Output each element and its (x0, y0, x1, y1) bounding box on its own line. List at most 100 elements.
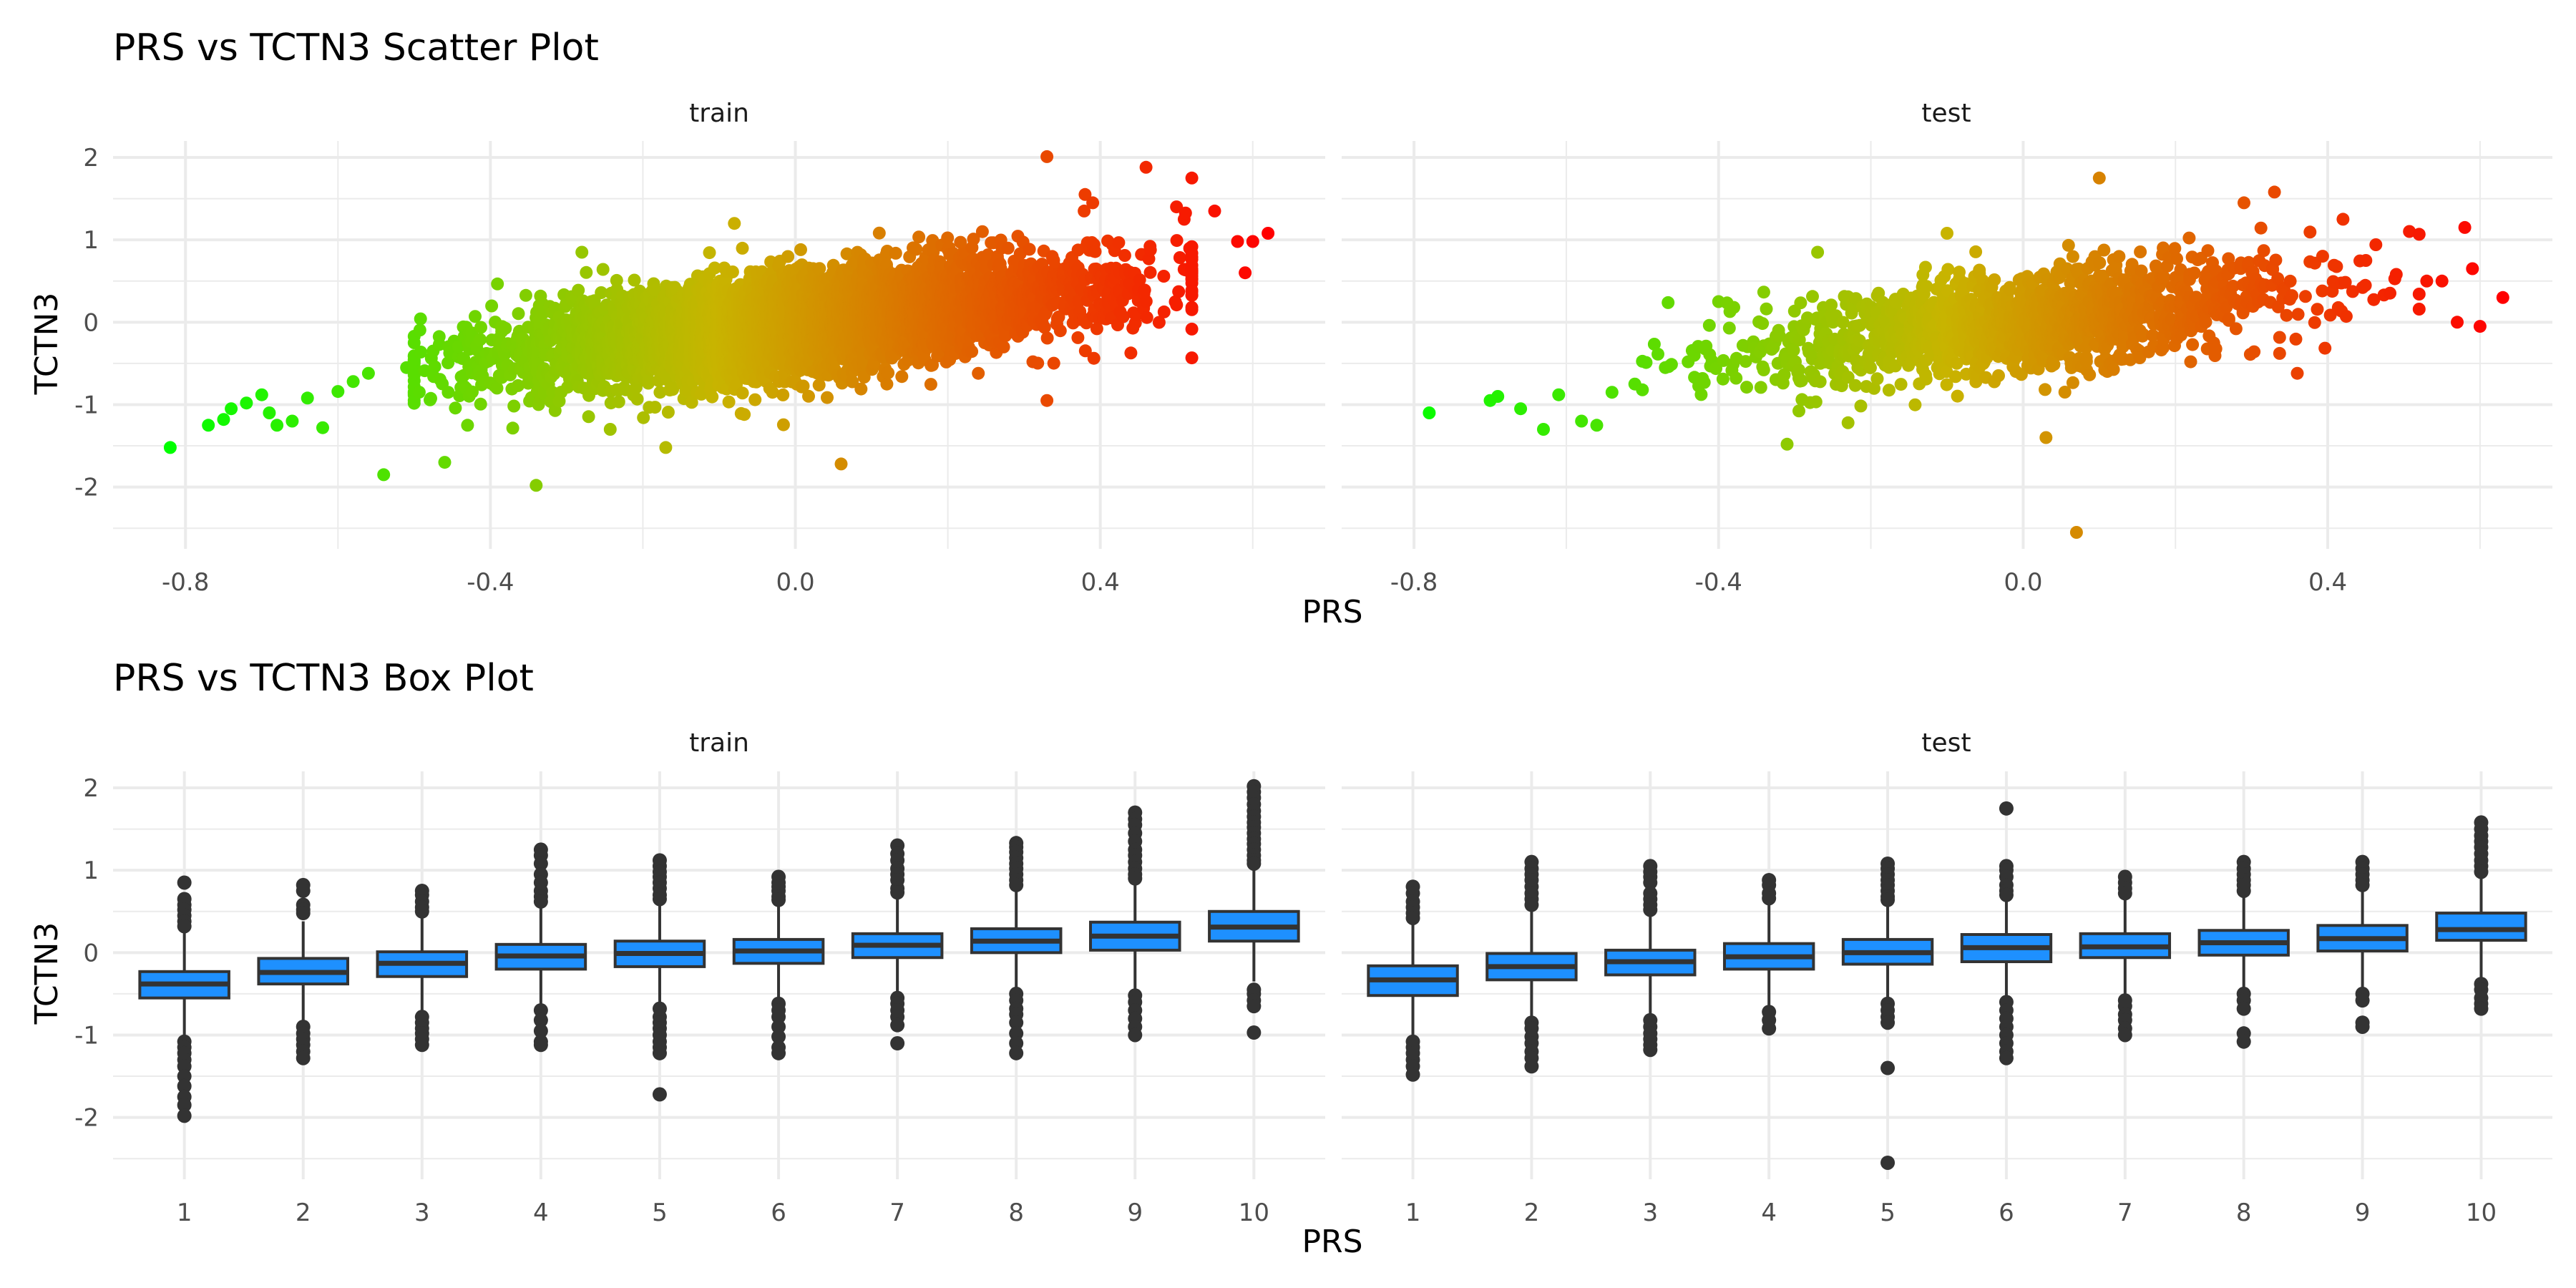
scatter-point (821, 391, 834, 404)
scatter-point (1047, 356, 1060, 370)
scatter-point (474, 321, 487, 334)
scatter-point (438, 456, 452, 469)
scatter-point (1040, 331, 1054, 345)
scatter-point (506, 421, 519, 435)
scatter-point (346, 375, 360, 389)
scatter-point (1038, 321, 1051, 334)
scatter-point (499, 321, 512, 335)
scatter-point (889, 246, 902, 260)
scatter-point (301, 391, 314, 405)
scatter-point (802, 389, 815, 403)
scatter-point (225, 402, 238, 416)
scatter-point (854, 382, 868, 396)
scatter-title: PRS vs TCTN3 Scatter Plot (113, 26, 599, 69)
scatter-point (575, 245, 589, 259)
scatter-point (628, 273, 641, 287)
scatter-point (612, 395, 625, 409)
scatter-point (997, 340, 1010, 353)
scatter-point (972, 366, 985, 380)
scatter-point (490, 381, 504, 395)
scatter-point (485, 299, 499, 313)
scatter-point (414, 346, 427, 358)
scatter-point (706, 390, 719, 404)
scatter-point (413, 323, 426, 337)
scatter-point (1053, 324, 1067, 338)
scatter-point (1088, 245, 1102, 258)
scatter-point (441, 356, 455, 370)
scatter-point (661, 406, 675, 419)
scatter-point (726, 265, 739, 278)
scatter-point (603, 423, 617, 436)
scatter-point (703, 246, 716, 260)
scatter-point (975, 225, 989, 238)
scatter-point (1124, 346, 1138, 360)
scatter-point (722, 395, 736, 409)
scatter-point (202, 419, 215, 432)
scatter-point (412, 386, 426, 399)
scatter-point (474, 397, 487, 411)
scatter-point (794, 243, 807, 256)
scatter-point (428, 360, 441, 374)
scatter-point (924, 378, 937, 391)
scatter-point (414, 312, 427, 326)
scatter-point (1112, 236, 1126, 250)
scatter-point (316, 421, 329, 434)
scatter-point (872, 226, 886, 240)
scatter-point (407, 366, 421, 379)
scatter-point (255, 388, 268, 401)
scatter-point (659, 441, 673, 454)
scatter-point (1040, 394, 1054, 407)
scatter-point (1001, 241, 1015, 255)
scatter-point (466, 385, 479, 399)
scatter-point (407, 336, 421, 349)
scatter-point (519, 288, 532, 302)
scatter-point (1087, 351, 1101, 365)
scatter-point (286, 414, 299, 428)
scatter-point (1071, 331, 1085, 344)
scatter-point (507, 399, 521, 413)
scatter-point (880, 377, 894, 391)
scatter-point (1023, 243, 1036, 256)
scatter-point (895, 370, 909, 384)
scatter-point (361, 366, 375, 380)
scatter-point (441, 386, 455, 399)
scatter-point (610, 273, 623, 287)
scatter-point (965, 345, 979, 358)
scatter-point (461, 419, 474, 432)
scatter-point (738, 408, 751, 421)
scatter-point (649, 283, 663, 297)
scatter-point (263, 406, 276, 419)
scatter-point (912, 230, 926, 244)
scatter-point (637, 411, 650, 424)
scatter-point (572, 283, 585, 297)
scatter-point (642, 374, 655, 387)
scatter-point (748, 393, 762, 406)
scatter-point (1031, 356, 1045, 370)
scatter-point (449, 401, 462, 415)
scatter-point (377, 468, 391, 482)
scatter-point (834, 457, 848, 471)
scatter-point (582, 410, 595, 424)
scatter-point (736, 241, 749, 255)
scatter-point (595, 286, 608, 299)
scatter-point (882, 366, 895, 380)
scatter-point (163, 441, 177, 454)
scatter-point (728, 217, 741, 230)
scatter-point (512, 307, 525, 321)
scatter-point (1118, 249, 1131, 262)
scatter-point (596, 263, 610, 276)
scatter-point (813, 262, 826, 275)
scatter-point (474, 333, 487, 346)
scatter-point (331, 385, 345, 399)
scatter-point (736, 386, 749, 400)
scatter-point (776, 418, 790, 431)
scatter-point (630, 392, 644, 406)
scatter-point (530, 479, 543, 492)
scatter-point (469, 310, 482, 323)
scatter-point (240, 396, 253, 410)
scatter-point (424, 391, 437, 405)
scatter-point (648, 401, 662, 414)
